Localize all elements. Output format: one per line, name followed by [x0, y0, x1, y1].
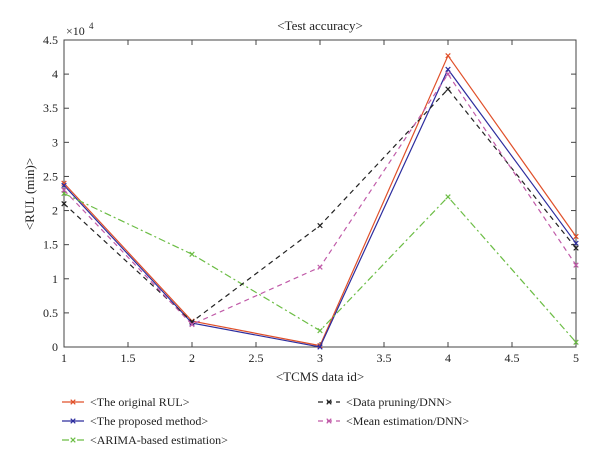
- legend-item: <ARIMA-based estimation>: [62, 433, 228, 447]
- data-point: [573, 339, 579, 345]
- series-line: [63, 73, 577, 326]
- data-point: [573, 245, 579, 251]
- data-point: [445, 66, 451, 73]
- y-tick-label: 3: [52, 135, 58, 149]
- data-point: [189, 320, 195, 326]
- data-point: [445, 52, 451, 59]
- data-point: [573, 233, 579, 240]
- legend-label: <ARIMA-based estimation>: [90, 433, 228, 447]
- y-multiplier-exponent: 4: [89, 21, 94, 31]
- x-tick-label: 3.5: [377, 351, 392, 365]
- x-tick-label: 1.5: [121, 351, 136, 365]
- legend-marker: [326, 418, 332, 424]
- y-multiplier: ×10 4: [66, 21, 94, 38]
- y-tick-label: 1: [52, 272, 58, 286]
- legend-label: <The original RUL>: [90, 395, 190, 409]
- data-point: [317, 327, 323, 334]
- data-point: [573, 262, 579, 268]
- data-point: [189, 321, 195, 328]
- legend: <The original RUL> <The proposed method> <…: [62, 395, 469, 447]
- y-axis-label: <RUL (min)>: [22, 158, 37, 230]
- data-point: [445, 194, 451, 200]
- y-tick-label: 3.5: [43, 101, 58, 115]
- series-line: [63, 88, 577, 323]
- data-point: [317, 264, 323, 270]
- data-point: [317, 344, 323, 350]
- legend-marker: [70, 399, 76, 405]
- series-the-proposed-method: [61, 66, 579, 350]
- y-tick-label: 4.5: [43, 33, 58, 47]
- legend-item: <Data pruning/DNN>: [318, 395, 452, 409]
- y-axis: 0 0.5 1 1.5 2 2.5 3 3.5 4 4.5: [43, 33, 576, 354]
- series-line: [63, 54, 577, 347]
- y-tick-label: 2: [52, 204, 58, 218]
- legend-marker: [326, 399, 332, 405]
- chart-title: <Test accuracy>: [277, 18, 363, 33]
- x-tick-label: 2: [189, 351, 195, 365]
- y-tick-label: 0: [52, 340, 58, 354]
- y-multiplier-base: ×10: [66, 24, 85, 38]
- legend-item: <The proposed method>: [62, 414, 208, 428]
- data-point: [189, 251, 195, 257]
- y-tick-label: 2.5: [43, 169, 58, 183]
- legend-marker: [70, 437, 76, 443]
- x-tick-label: 5: [573, 351, 579, 365]
- x-tick-label: 2.5: [249, 351, 264, 365]
- data-point: [61, 187, 67, 193]
- data-point: [61, 182, 67, 189]
- series-the-original-rul: [61, 52, 579, 349]
- y-tick-label: 1.5: [43, 238, 58, 252]
- x-tick-label: 1: [61, 351, 67, 365]
- series-data-pruning-dnn: [61, 86, 579, 325]
- legend-item: <The original RUL>: [62, 395, 190, 409]
- series-arima-based-estimation: [61, 190, 579, 345]
- y-tick-label: 4: [52, 67, 58, 81]
- legend-label: <Mean estimation/DNN>: [346, 414, 469, 428]
- data-point: [445, 71, 451, 77]
- data-point: [445, 86, 451, 92]
- data-point: [61, 201, 67, 207]
- x-tick-label: 4: [445, 351, 451, 365]
- x-axis-label: <TCMS data id>: [276, 369, 364, 384]
- data-point: [61, 180, 67, 186]
- series-line: [63, 68, 577, 348]
- x-tick-label: 3: [317, 351, 323, 365]
- series-layer: [61, 52, 579, 350]
- x-tick-label: 4.5: [505, 351, 520, 365]
- legend-marker: [70, 418, 76, 424]
- legend-item: <Mean estimation/DNN>: [318, 414, 469, 428]
- series-mean-estimation-dnn: [61, 71, 579, 328]
- data-point: [573, 240, 579, 247]
- legend-label: <Data pruning/DNN>: [346, 395, 452, 409]
- data-point: [317, 222, 323, 229]
- x-axis: 1 1.5 2 2.5 3 3.5 4 4.5 5: [61, 40, 579, 365]
- legend-label: <The proposed method>: [90, 414, 208, 428]
- y-tick-label: 0.5: [43, 306, 58, 320]
- plot-area: [63, 39, 577, 348]
